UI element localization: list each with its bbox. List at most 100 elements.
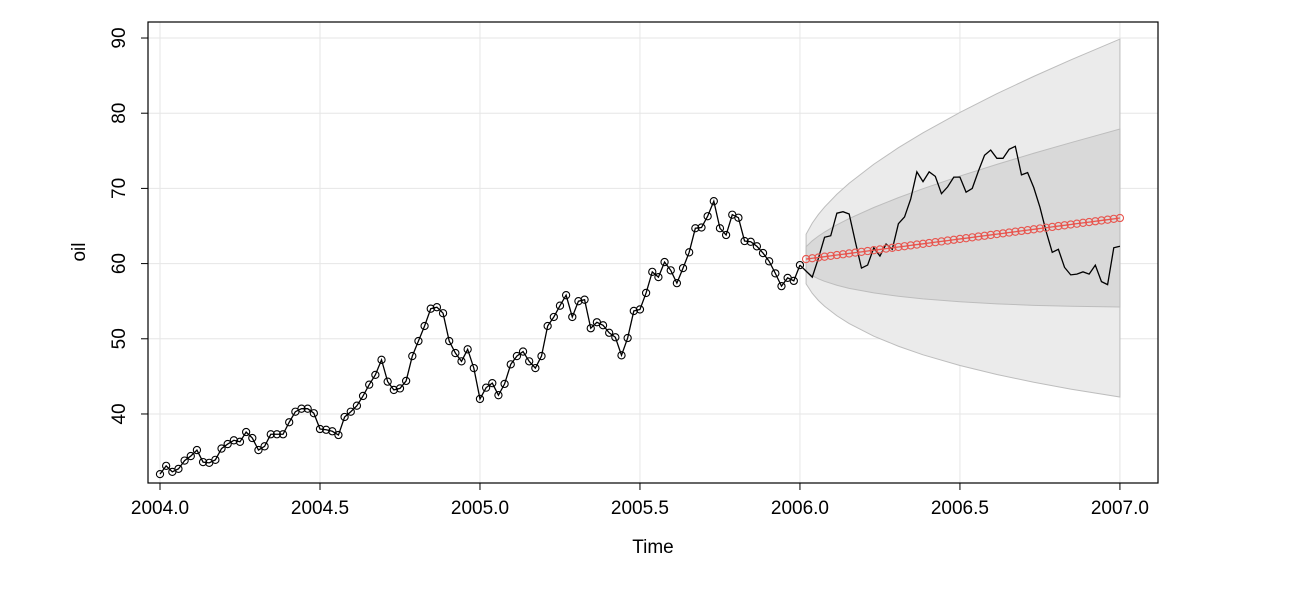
point xyxy=(740,236,749,246)
point xyxy=(186,451,195,461)
x-tick-label: 2005.5 xyxy=(611,498,669,519)
point xyxy=(555,301,565,310)
series-line xyxy=(159,199,801,475)
point xyxy=(389,385,398,395)
point xyxy=(758,248,768,258)
point xyxy=(771,269,780,278)
point xyxy=(518,347,528,356)
point xyxy=(161,461,171,471)
point xyxy=(789,276,798,286)
point xyxy=(980,231,989,240)
point xyxy=(845,249,854,258)
point xyxy=(801,254,811,264)
point xyxy=(371,370,380,380)
point xyxy=(863,246,872,256)
point xyxy=(715,224,725,233)
point xyxy=(500,379,509,389)
point xyxy=(777,281,786,291)
point xyxy=(445,336,454,346)
point xyxy=(666,266,675,275)
point xyxy=(709,197,718,206)
point xyxy=(223,439,232,449)
point xyxy=(826,251,835,260)
point xyxy=(475,394,485,404)
point xyxy=(623,333,632,343)
point xyxy=(974,232,983,241)
point xyxy=(931,238,940,247)
point xyxy=(198,457,208,467)
point xyxy=(918,239,928,248)
point xyxy=(937,237,946,246)
point xyxy=(543,321,552,331)
point xyxy=(506,360,515,369)
y-tick-label: 40 xyxy=(109,403,130,424)
point xyxy=(1097,216,1106,225)
point xyxy=(1060,221,1069,230)
point xyxy=(691,224,700,233)
point xyxy=(180,456,189,465)
point xyxy=(426,304,435,313)
point xyxy=(838,250,848,259)
point xyxy=(943,236,952,245)
point xyxy=(457,357,466,366)
point xyxy=(795,260,805,270)
point xyxy=(432,303,442,312)
y-tick-label: 80 xyxy=(109,103,130,124)
point xyxy=(303,404,312,413)
point xyxy=(463,345,472,354)
point xyxy=(617,351,626,360)
point xyxy=(605,328,614,337)
point xyxy=(1072,219,1082,228)
point xyxy=(703,212,712,221)
point xyxy=(869,246,878,255)
point xyxy=(383,377,392,386)
point xyxy=(315,424,325,434)
point xyxy=(561,291,571,300)
point xyxy=(488,378,497,388)
point xyxy=(992,229,1002,239)
point xyxy=(574,297,583,306)
point xyxy=(340,412,349,422)
point xyxy=(1078,218,1088,227)
point xyxy=(949,235,958,244)
point xyxy=(900,242,909,251)
point xyxy=(998,229,1008,238)
point xyxy=(358,391,368,401)
point xyxy=(334,430,343,440)
point xyxy=(451,348,460,358)
x-axis-label: Time xyxy=(632,537,674,558)
point xyxy=(641,288,651,298)
point xyxy=(352,401,362,410)
y-tick-label: 90 xyxy=(109,27,130,48)
point xyxy=(328,427,337,436)
point xyxy=(1048,222,1057,232)
point xyxy=(217,444,226,453)
prediction-band xyxy=(805,128,1121,308)
point xyxy=(851,248,860,257)
point xyxy=(1004,228,1014,237)
point xyxy=(1084,217,1094,227)
point xyxy=(648,267,657,277)
point xyxy=(1017,226,1026,236)
x-tick-label: 2006.5 xyxy=(931,498,989,519)
point xyxy=(986,230,995,240)
point xyxy=(272,430,282,439)
point xyxy=(672,278,682,288)
point xyxy=(155,469,165,479)
x-tick-label: 2005.0 xyxy=(451,498,509,519)
point xyxy=(752,242,762,251)
point xyxy=(229,436,238,445)
point xyxy=(420,321,429,331)
point xyxy=(568,312,577,322)
x-tick-label: 2004.0 xyxy=(131,498,189,519)
point xyxy=(968,233,977,242)
point xyxy=(1041,223,1051,232)
point xyxy=(654,272,663,282)
point xyxy=(697,223,706,232)
point xyxy=(820,252,829,261)
point xyxy=(912,240,922,249)
x-tick-label: 2004.5 xyxy=(291,498,349,519)
point xyxy=(721,230,731,240)
point xyxy=(611,333,620,342)
point xyxy=(1115,213,1125,223)
